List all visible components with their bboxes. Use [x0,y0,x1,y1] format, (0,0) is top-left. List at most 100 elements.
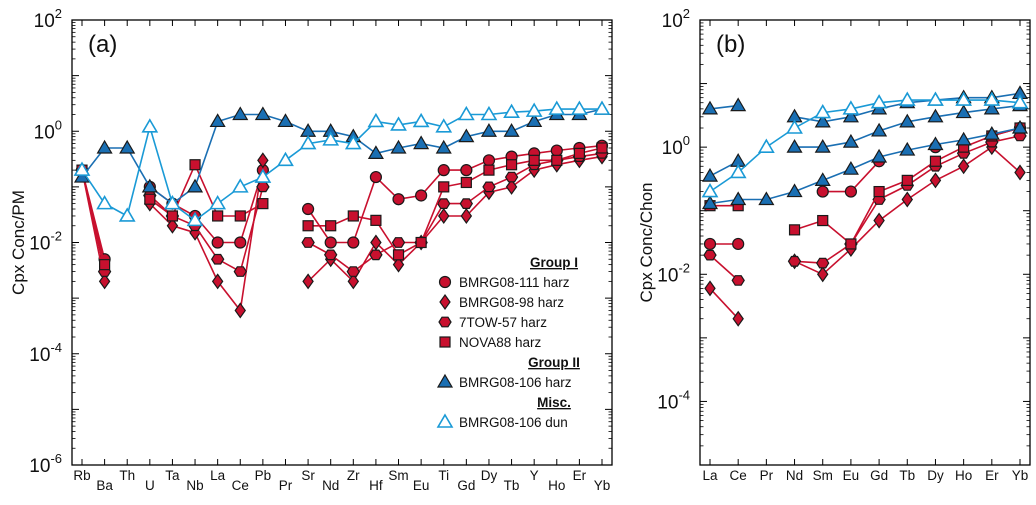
data-point [96,195,114,210]
x-tick-label: Yb [594,478,611,493]
data-point [324,236,337,249]
data-point [550,144,563,157]
data-point [593,100,611,115]
series-line [81,108,603,205]
data-point [701,167,719,182]
panel-b: (b) Cpx Conc/Chon 10-4 10-2 100 102 La Ce Pr Nd Sm… [637,6,1031,483]
data-point [277,113,294,128]
data-point [73,161,91,176]
x-tick-label: Ta [165,468,180,483]
series-bmrg08-98-harz [704,139,1026,327]
data-point [323,249,338,261]
x-tick-label: Zr [347,468,360,483]
data-point [369,170,383,184]
legend-marker [439,293,451,311]
data-point [503,123,520,137]
x-tick-label: Dy [927,468,944,483]
data-point [955,91,973,106]
x-tick-label: U [145,478,155,493]
data-point [233,266,248,277]
data-point [870,94,888,109]
series-line [709,99,1021,193]
legend-marker [438,316,452,328]
data-point [816,266,829,283]
x-tick-label: Pr [279,478,293,493]
data-point [873,212,885,229]
y-tick-label: 10-4 [657,387,690,413]
legend-marker [438,275,452,289]
data-point [504,171,519,183]
data-point [166,210,179,222]
data-point [144,193,156,205]
series-line [709,254,739,281]
data-point [164,195,181,210]
data-point [505,159,518,171]
panel-label: (b) [716,31,745,58]
data-point [302,220,314,232]
data-point [480,105,498,121]
data-point [1011,119,1029,134]
x-tick-label: Nd [322,478,339,493]
data-point [701,195,719,210]
series-nova88-harz [704,122,1026,250]
data-point [482,154,496,167]
data-point [482,181,496,193]
series-line [794,146,1021,276]
data-point [814,103,832,119]
data-point [873,185,885,198]
y-tick-label: 10-4 [29,340,62,366]
x-tick-label: Y [530,468,539,483]
data-point [901,191,914,208]
data-point [141,118,159,133]
data-point [871,148,888,163]
legend-marker [436,373,454,388]
data-point [277,151,294,167]
data-point [1011,94,1029,109]
x-tick-label: Rb [73,468,90,483]
data-point [957,158,970,175]
data-point [435,139,452,154]
data-point [955,131,972,146]
data-point [141,178,158,193]
data-point [927,91,944,106]
data-point [551,154,563,166]
data-point [701,100,719,115]
data-point [731,275,745,286]
x-tick-label: Dy [481,468,498,483]
data-point [901,174,913,186]
data-point [231,178,249,193]
legend-marker [439,336,451,348]
data-point [415,236,427,249]
data-point [392,256,405,273]
data-point [899,113,916,128]
data-point [189,159,201,171]
data-point [209,195,227,210]
x-tick-label: Ho [955,468,972,483]
data-point [325,220,337,232]
data-point [570,100,588,115]
data-point [435,118,453,133]
data-point [119,139,136,154]
data-point [415,189,428,202]
x-tick-label: Pr [760,468,774,483]
plot-frame [699,19,1031,466]
legend-group-title: Group I [530,255,578,270]
data-point [573,147,585,159]
x-tick-label: La [702,468,718,483]
series-nova88-harz [76,142,608,271]
data-point [927,108,944,123]
data-point [505,178,518,195]
data-point [301,202,315,216]
series-7tow-57-harz [703,130,1027,286]
data-point [302,273,314,290]
x-tick-label: Ce [232,478,249,493]
y-tick-label: 10-6 [29,451,62,477]
data-point [118,207,136,222]
y-tick-label: 100 [662,133,690,159]
data-point [96,139,113,154]
data-point [300,123,317,137]
x-tick-label: Sm [813,468,833,483]
x-tick-label: Eu [413,478,430,493]
data-point [704,280,716,297]
data-point [392,249,405,261]
